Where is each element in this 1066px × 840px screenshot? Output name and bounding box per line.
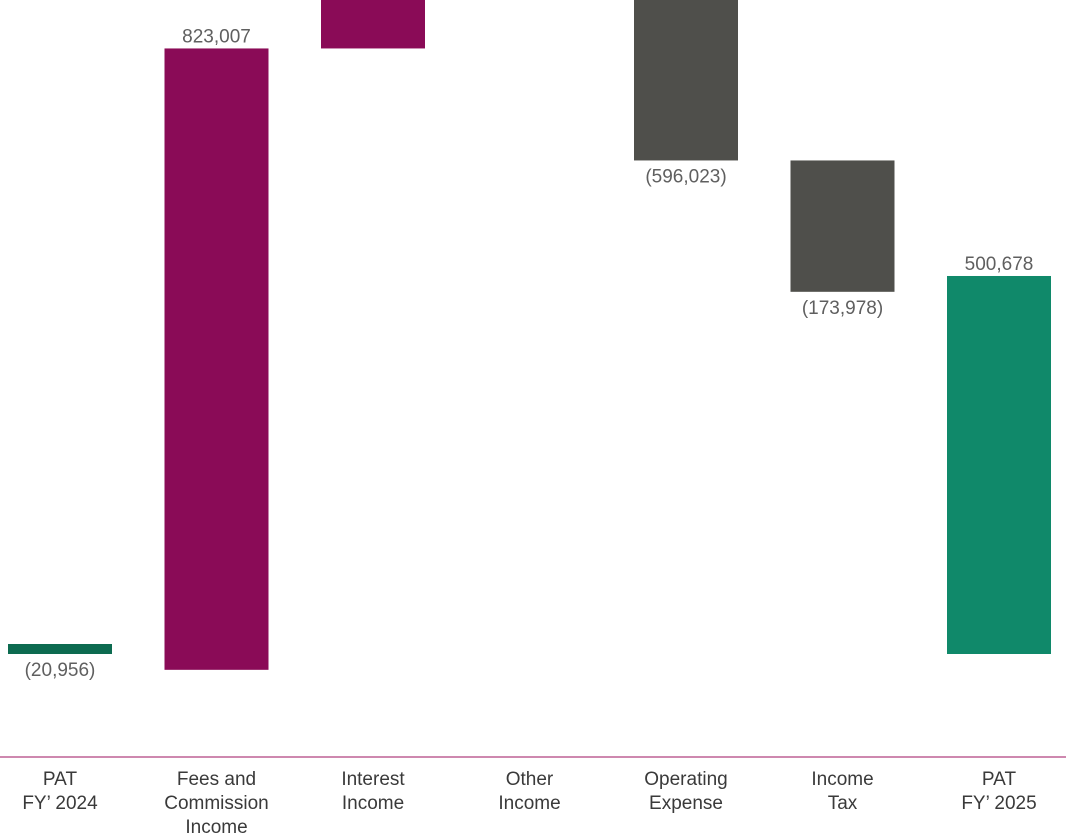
category-label-3-line-0: Other [506,769,554,790]
value-label-4: (596,023) [645,166,726,187]
category-label-4-line-1: Expense [649,793,723,814]
bar-0 [8,644,112,654]
bar-5 [790,160,895,292]
value-label-0: (20,956) [25,660,96,681]
category-label-2-line-1: Income [342,793,404,814]
category-label-4-line-0: Operating [644,769,727,790]
category-label-1-line-0: Fees and [177,769,256,790]
category-label-6-line-0: PAT [982,769,1017,790]
bar-6 [947,275,1051,654]
category-label-1-line-2: Income [185,817,247,838]
category-label-3-line-1: Income [498,793,560,814]
bar-2 [321,0,425,49]
category-label-1-line-1: Commission [164,793,269,814]
category-label-5-line-1: Tax [828,793,858,814]
category-label-0-line-1: FY’ 2024 [22,793,98,814]
value-label-6: 500,678 [965,254,1034,275]
value-label-1: 823,007 [182,26,251,47]
category-label-0-line-0: PAT [43,769,78,790]
category-label-5-line-0: Income [811,769,873,790]
category-label-2-line-0: Interest [341,769,405,790]
category-label-6-line-1: FY’ 2025 [961,793,1036,814]
bar-1 [164,48,269,670]
value-label-5: (173,978) [802,298,883,319]
bar-4 [634,0,738,161]
